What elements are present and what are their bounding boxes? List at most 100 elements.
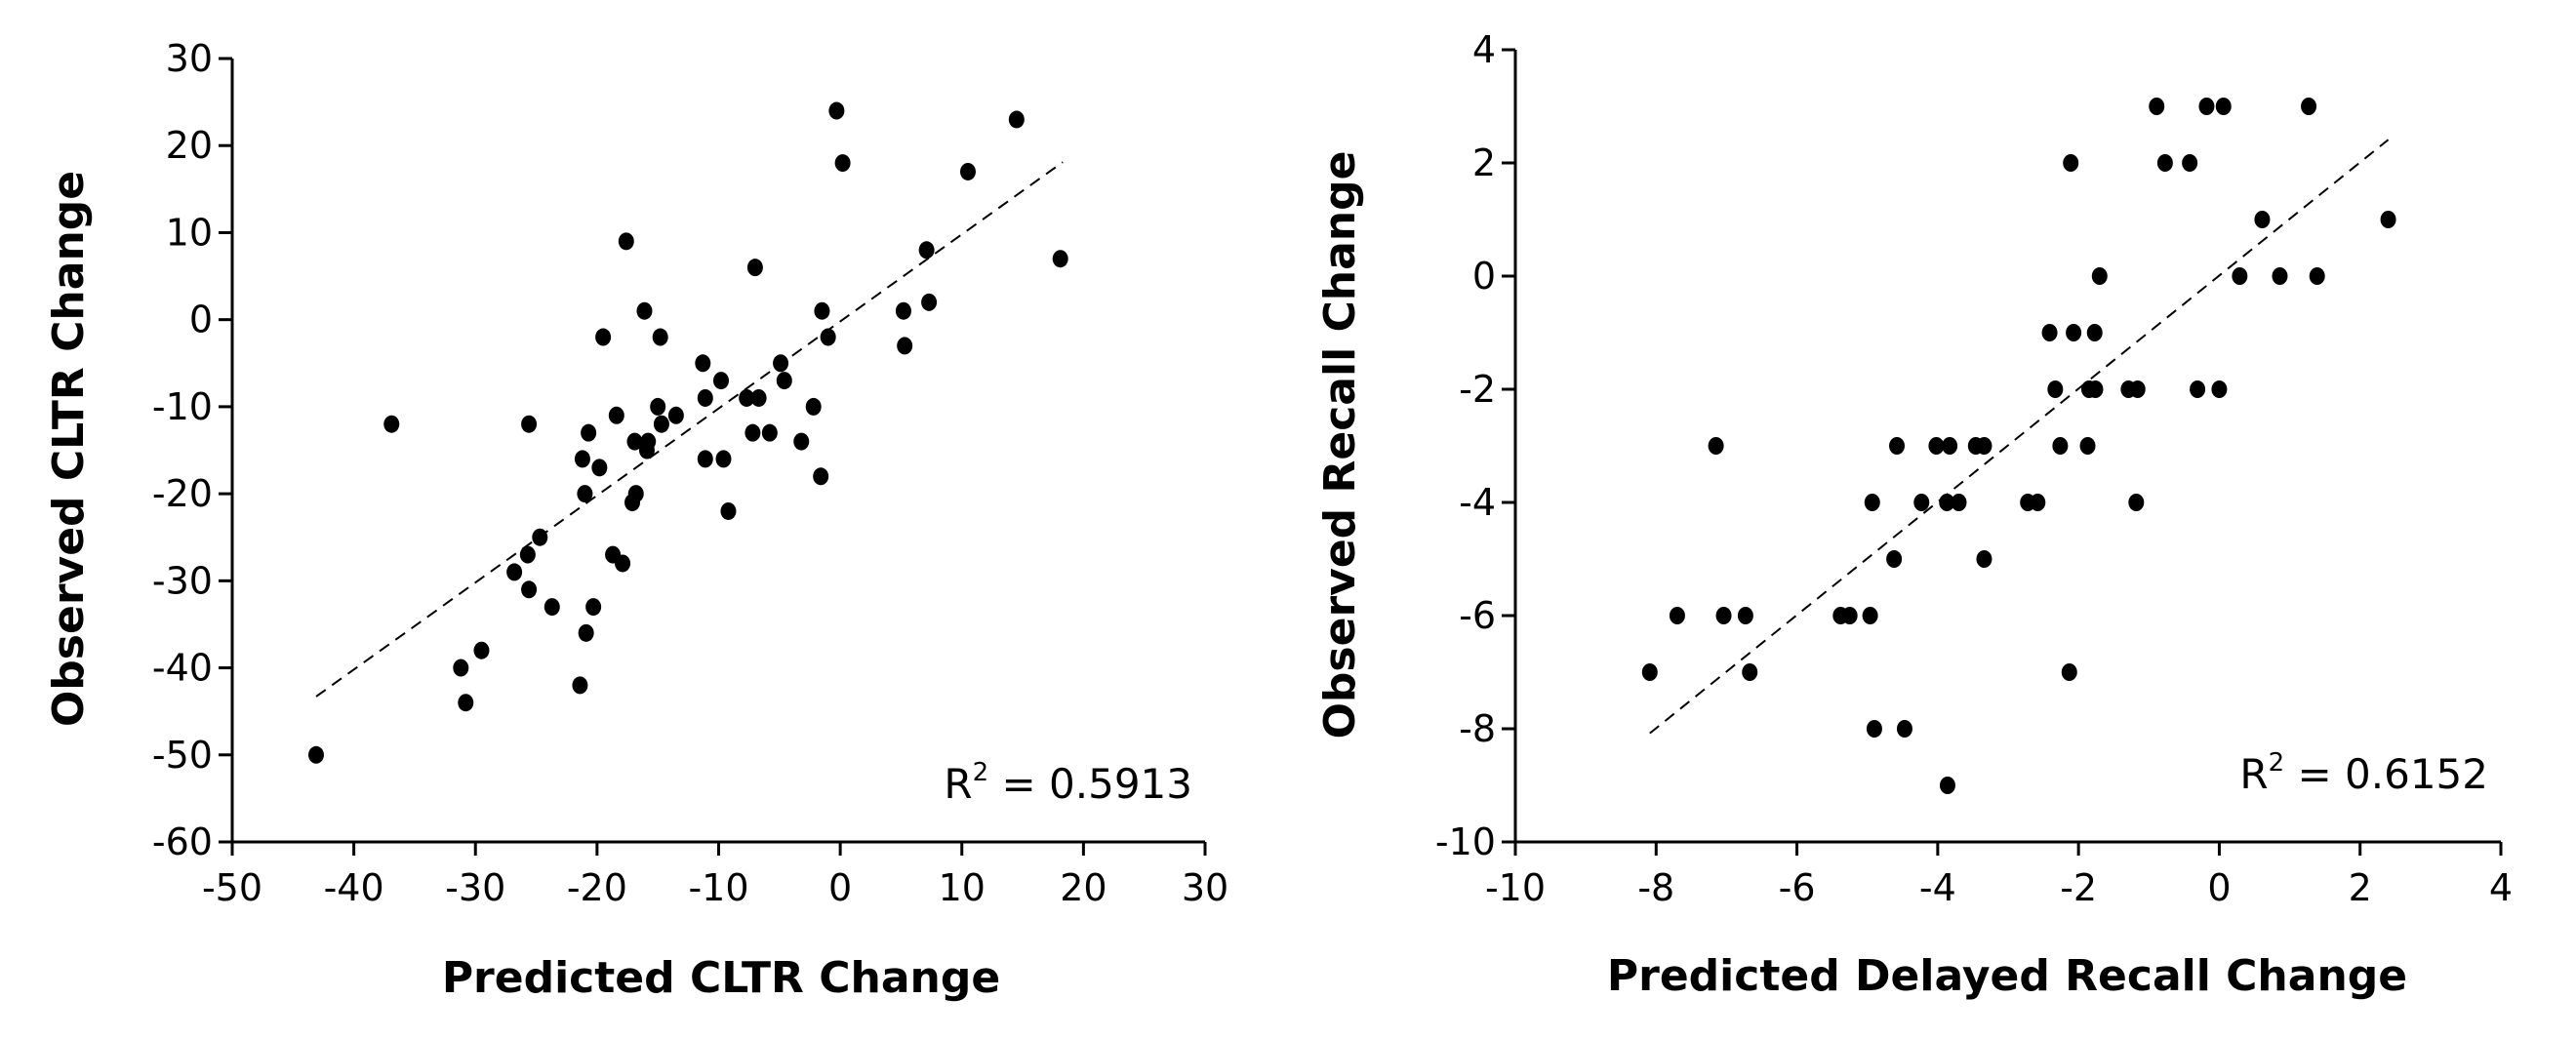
cltr-scatter-chart: -50 -40 -30 -20 -10 0 10 20 30 30 20 10 0 -10 -20 -30 -4… [44, 37, 1228, 1003]
x-tick-label: 0 [2207, 866, 2231, 909]
y-axis-title: Observed CLTR Change [44, 171, 94, 727]
y-tick-label: -20 [152, 472, 213, 515]
x-tick-label: 0 [828, 866, 852, 909]
data-point [761, 423, 778, 442]
y-tick-label: 0 [189, 299, 213, 341]
x-tick-label: 30 [1182, 866, 1228, 909]
data-point [2380, 211, 2396, 228]
data-point [820, 328, 836, 346]
x-axis-title: Predicted Delayed Recall Change [1607, 951, 2407, 1001]
x-tick-label: -4 [1919, 866, 1956, 909]
data-point [650, 397, 666, 416]
data-point [615, 554, 631, 573]
data-point [745, 423, 761, 442]
x-tick-label: -8 [1637, 866, 1674, 909]
data-point [2066, 324, 2082, 341]
r-squared-value: = 0.5913 [988, 760, 1192, 808]
y-tick-label: -50 [152, 734, 213, 777]
data-point [1641, 663, 1658, 681]
y-tick-label: 30 [166, 37, 213, 80]
data-point [776, 372, 792, 390]
data-point [1708, 437, 1724, 455]
data-point [636, 301, 653, 320]
data-point [581, 423, 597, 442]
data-point [2182, 154, 2198, 172]
data-point [814, 301, 830, 320]
x-tick-label: -2 [2060, 866, 2097, 909]
data-point [2254, 211, 2271, 228]
data-point [453, 659, 469, 677]
data-point [591, 459, 608, 477]
data-point [695, 354, 711, 373]
data-point [473, 641, 490, 659]
data-point [626, 432, 643, 451]
data-point [2309, 267, 2325, 285]
y-axis-title: Observed Recall Change [1315, 151, 1365, 739]
data-point [1862, 607, 1878, 624]
data-point [921, 293, 938, 311]
x-tick-label: -30 [445, 866, 505, 909]
x-tick-label: -40 [324, 866, 384, 909]
data-point [307, 745, 324, 764]
data-point [574, 450, 590, 468]
r-squared-sup: 2 [973, 758, 989, 787]
data-point [720, 501, 737, 520]
x-tick-label: -10 [688, 866, 748, 909]
data-point [458, 694, 474, 712]
x-tick-label: 10 [939, 866, 986, 909]
data-point [2087, 380, 2104, 398]
data-point [521, 415, 538, 433]
data-point [2149, 98, 2165, 115]
r-squared-prefix: R [2239, 750, 2268, 798]
data-point [1864, 494, 1880, 511]
data-point [667, 406, 684, 424]
y-tick-label: -8 [1459, 707, 1496, 750]
data-point [773, 354, 789, 373]
data-point [2301, 98, 2317, 115]
x-tick-label: -20 [567, 866, 627, 909]
data-point [1976, 437, 1992, 455]
data-point [2052, 437, 2069, 455]
data-point [828, 101, 845, 120]
y-tick-label: -60 [152, 820, 213, 863]
data-point [578, 623, 594, 642]
y-tick-label: 0 [1472, 255, 1496, 298]
data-point [2086, 324, 2103, 341]
data-point [1889, 437, 1906, 455]
r-squared-prefix: R [944, 760, 972, 808]
r-squared-value: = 0.6152 [2284, 750, 2488, 798]
data-point [543, 598, 560, 617]
data-point [1939, 494, 1955, 511]
data-point [2030, 494, 2046, 511]
data-point [2198, 98, 2215, 115]
data-point [918, 241, 935, 260]
trendline [1649, 139, 2390, 735]
data-point [595, 328, 612, 346]
data-point [715, 450, 732, 468]
data-point [2079, 437, 2096, 455]
data-point [1951, 494, 1967, 511]
data-point [1715, 607, 1732, 624]
data-point [521, 580, 538, 599]
data-point [1742, 663, 1758, 681]
y-tick-label: -30 [152, 559, 213, 602]
data-point [1866, 720, 1882, 738]
data-point [2215, 98, 2232, 115]
data-point [2232, 267, 2248, 285]
data-point [1841, 607, 1858, 624]
data-point [897, 337, 913, 355]
data-point [2156, 154, 2173, 172]
data-point [383, 415, 400, 433]
data-point [1669, 607, 1685, 624]
x-tick-label: 2 [2349, 866, 2372, 909]
y-tick-label: -2 [1459, 368, 1496, 411]
data-point [1913, 494, 1930, 511]
data-point [834, 154, 851, 173]
data-point [697, 450, 713, 468]
data-point [2128, 494, 2145, 511]
r-squared-sup: 2 [2269, 748, 2285, 778]
y-tick-label: 20 [166, 124, 213, 167]
data-point [895, 301, 911, 320]
data-point [1052, 250, 1068, 268]
x-tick-label: -6 [1779, 866, 1816, 909]
